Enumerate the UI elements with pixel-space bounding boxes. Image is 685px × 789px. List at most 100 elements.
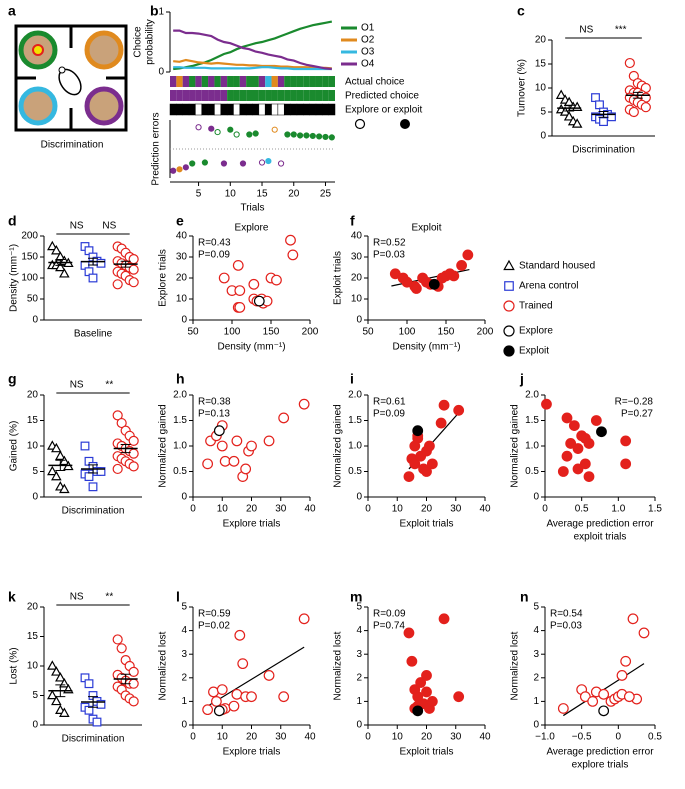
data-point [572,443,584,454]
y-tick-label: 30 [176,252,188,263]
y-tick-label: 5 [356,602,362,613]
y-tick-label: 5 [181,602,187,613]
x-tick-label: 0 [542,504,548,515]
data-point [444,268,456,280]
stat-annotation: P=0.02 [198,621,230,632]
y-tick-label: 2 [356,672,362,683]
choice-cell [309,76,316,87]
data-point [228,700,240,712]
data-point [234,302,246,313]
data-point [426,458,438,470]
y-tick-label: 1.5 [525,415,539,426]
data-point [627,613,639,625]
y-tick-label: 2 [533,672,539,683]
legend-marker [503,345,515,357]
data-point [278,412,290,424]
y-tick-label: 4 [356,625,362,636]
x-axis-label: Explore trials [223,519,281,530]
x-tick-label: 0 [190,504,196,515]
x-tick-label: 0.5 [648,732,662,743]
prediction-error [258,159,266,166]
legend-label: O1 [361,23,375,34]
x-axis-label: Density (mm⁻¹) [217,342,285,353]
data-point [412,705,424,717]
x-axis-label: Average prediction error [546,519,654,530]
x-tick-label: 40 [304,732,316,743]
caption: Discrimination [41,140,104,151]
sem-bar [88,464,98,474]
data-point [128,254,139,265]
prediction-error [176,166,183,173]
data-point [59,483,70,494]
choice-cell [176,90,183,101]
y-tick-label: 0 [356,315,362,326]
data-point [208,686,219,698]
y-axis-label: Prediction errors [151,112,162,185]
choice-cell [245,103,253,116]
choice-cell [296,76,304,87]
choice-cell [303,103,310,116]
data-point [228,455,240,467]
data-point [640,102,651,113]
choice-cell [265,90,272,101]
choice-cell [182,103,190,116]
x-tick-label: 25 [320,189,332,200]
stat-annotation: R=0.09 [373,609,406,620]
choice-cell [246,76,253,87]
y-tick-label: 30 [351,252,363,263]
series-line [173,58,332,70]
y-axis-label: Gained (%) [9,421,20,472]
data-point [128,666,139,678]
legend-label: Trained [519,301,553,312]
y-tick-label: 3 [356,649,362,660]
choice-cell [328,103,336,116]
y-tick-label: 4 [181,625,187,636]
choice-cell [252,103,260,116]
choice-cell [233,90,240,101]
data-point [47,240,58,251]
y-tick-label: 0 [32,720,38,731]
fit-line [207,646,305,707]
y-tick-label: 200 [21,231,38,242]
data-point [112,279,123,290]
choice-cell [284,76,291,87]
y-axis-label: Normalized lost [333,631,344,700]
prediction-error [284,131,291,138]
data-point [620,458,632,470]
choice-cell [189,90,196,101]
choice-cell [239,90,247,101]
choice-cell [322,90,329,101]
prediction-error [220,160,228,167]
prediction-error [201,159,209,166]
significance-label: NS [70,221,84,232]
prediction-error [265,157,272,165]
stat-annotation: R=0.52 [373,238,406,249]
data-point [128,696,139,707]
data-point [598,705,610,717]
legend-explore [354,118,366,130]
choice-cell [271,76,278,87]
y-axis-label: Normalized gained [510,404,521,487]
data-point [555,89,567,99]
choice-cell [214,103,222,116]
data-point [403,471,415,483]
panel-title: Exploit [411,223,441,234]
data-point [96,699,106,709]
choice-cell [277,76,285,87]
data-point [231,435,243,447]
x-tick-label: 10 [217,732,229,743]
x-tick-label: 100 [224,327,241,338]
x-axis-label: Exploit trials [400,747,454,758]
prediction-error [271,126,278,133]
x-tick-label: 0 [190,732,196,743]
data-point [616,670,628,681]
mouse-ear [58,66,66,74]
y-axis-label: Density (mm⁻¹) [9,244,20,312]
data-point [112,463,123,475]
data-point [412,425,424,437]
data-point [92,717,102,727]
y-tick-label: 0 [356,492,362,503]
data-point [620,435,632,447]
y-tick-label: 4 [533,625,539,636]
choice-cell [258,90,266,101]
